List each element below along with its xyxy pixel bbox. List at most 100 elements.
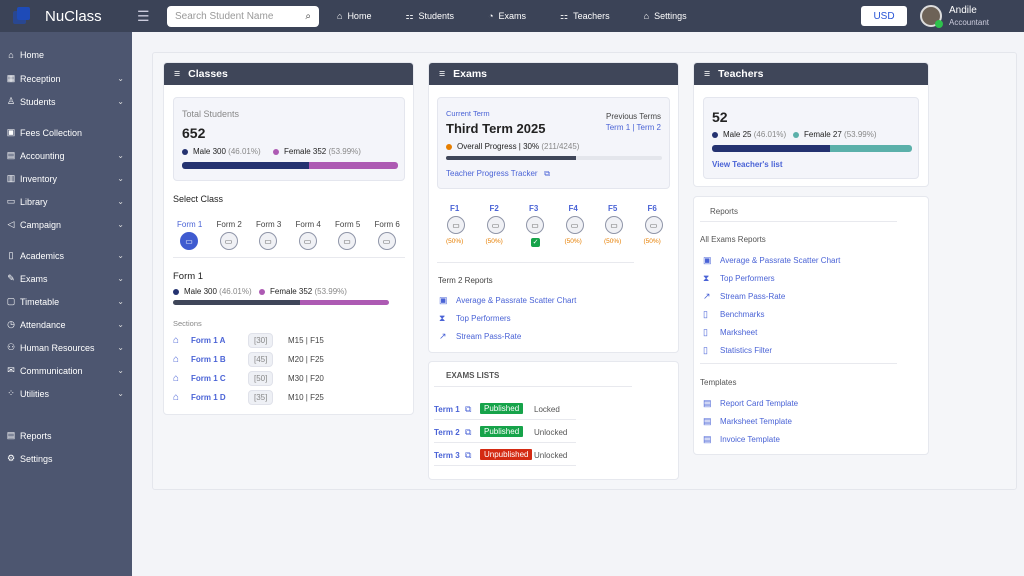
- form-tab-label[interactable]: Form 2: [216, 220, 242, 229]
- previous-terms-link[interactable]: Term 1 | Term 2: [605, 123, 661, 132]
- form-tab-label[interactable]: Form 6: [374, 220, 400, 229]
- folder-icon[interactable]: ▭: [180, 232, 198, 250]
- chevron-down-icon[interactable]: ⌄: [117, 389, 124, 398]
- report-link[interactable]: Average & Passrate Scatter Chart: [456, 296, 577, 305]
- report-link[interactable]: Statistics Filter: [720, 346, 773, 355]
- nav-students[interactable]: ⚏ Students: [405, 10, 455, 22]
- academics-icon: ▯: [8, 250, 14, 260]
- chevron-down-icon[interactable]: ⌄: [117, 297, 124, 306]
- folder-icon[interactable]: ▭: [486, 216, 505, 234]
- form-tab-label[interactable]: Form 1: [177, 220, 203, 229]
- chevron-down-icon[interactable]: ⌄: [117, 174, 124, 183]
- term-link[interactable]: Term 3: [434, 451, 460, 460]
- sidebar-item-exams[interactable]: ✎ Exams ⌄: [7, 273, 124, 284]
- external-link-icon[interactable]: ⧉: [465, 450, 472, 460]
- sidebar-item-reception[interactable]: ▦ Reception ⌄: [6, 73, 124, 84]
- report-link[interactable]: Top Performers: [720, 274, 775, 283]
- sidebar-item-inventory[interactable]: ▥ Inventory ⌄: [6, 173, 124, 184]
- folder-icon[interactable]: ▭: [219, 232, 238, 250]
- teacher-progress-tracker-link[interactable]: Teacher Progress Tracker ⧉: [446, 169, 550, 178]
- section-link[interactable]: Form 1 B: [191, 355, 226, 364]
- section-link[interactable]: Form 1 C: [191, 374, 226, 383]
- folder-icon[interactable]: ▭: [338, 232, 356, 250]
- avatar[interactable]: [920, 5, 943, 28]
- user-name: Andile: [949, 5, 977, 16]
- report-link[interactable]: Benchmarks: [720, 310, 765, 319]
- attendance-icon: ◷: [7, 319, 15, 329]
- gender-bar: [182, 162, 398, 169]
- teacher-gender-bar: [712, 145, 912, 152]
- chevron-down-icon[interactable]: ⌄: [117, 197, 124, 206]
- timetable-icon: ▢: [6, 296, 16, 306]
- status-badge: Published: [480, 403, 524, 414]
- report-link[interactable]: Average & Passrate Scatter Chart: [720, 256, 841, 265]
- form-tab-label[interactable]: Form 4: [295, 220, 321, 229]
- sidebar-item-students[interactable]: ♙ Students ⌄: [6, 96, 124, 107]
- database-icon: ≡: [174, 68, 181, 80]
- sidebar-item-reports[interactable]: ▤ Reports: [6, 430, 52, 441]
- sidebar-item-library[interactable]: ▭ Library ⌄: [6, 196, 124, 207]
- reception-icon: ▦: [6, 73, 16, 83]
- folder-icon[interactable]: ▭: [259, 232, 277, 250]
- external-link-icon[interactable]: ⧉: [465, 404, 472, 414]
- sidebar-item-attendance[interactable]: ◷ Attendance ⌄: [7, 319, 124, 330]
- teachers-card: ≡ Teachers 52 Male 25 (46.01%) Female 27 …: [693, 62, 929, 187]
- report-link[interactable]: Stream Pass-Rate: [456, 332, 522, 341]
- sidebar-item-settings[interactable]: ⚙ Settings: [6, 453, 53, 464]
- chevron-down-icon[interactable]: ⌄: [117, 220, 124, 229]
- sidebar-item-accounting[interactable]: ▤ Accounting ⌄: [6, 150, 124, 161]
- report-link[interactable]: Marksheet: [720, 328, 758, 337]
- chevron-down-icon[interactable]: ⌄: [117, 274, 124, 283]
- report-link[interactable]: Top Performers: [456, 314, 511, 323]
- total-teachers: 52: [712, 109, 728, 125]
- home-icon: ⌂: [173, 354, 180, 365]
- settings-icon: ⌂: [643, 11, 650, 21]
- nav-teachers[interactable]: ⚏ Teachers: [560, 10, 610, 22]
- chevron-down-icon[interactable]: ⌄: [117, 74, 124, 83]
- folder-icon[interactable]: ▭: [605, 216, 623, 234]
- sidebar-item-home[interactable]: ⌂ Home: [6, 50, 130, 60]
- folder-icon[interactable]: ▭: [565, 216, 584, 234]
- term-link[interactable]: Term 1: [434, 405, 460, 414]
- sidebar-item-fees-collection[interactable]: ▣ Fees Collection: [6, 127, 83, 138]
- folder-icon[interactable]: ▭: [298, 232, 317, 250]
- chevron-down-icon[interactable]: ⌄: [117, 251, 124, 260]
- nav-exams[interactable]: ◔ Exams: [488, 11, 527, 21]
- form-tab-label[interactable]: Form 5: [335, 220, 361, 229]
- folder-icon[interactable]: ▭: [644, 216, 663, 234]
- chevron-down-icon[interactable]: ⌄: [117, 320, 124, 329]
- report-link[interactable]: Marksheet Template: [720, 417, 792, 426]
- search-icon[interactable]: ⌕: [305, 10, 311, 22]
- form-tab-label[interactable]: Form 3: [256, 220, 282, 229]
- report-link[interactable]: Invoice Template: [720, 435, 780, 444]
- folder-icon[interactable]: ▭: [526, 216, 544, 234]
- report-link[interactable]: Stream Pass-Rate: [720, 292, 786, 301]
- nav-settings[interactable]: ⌂ Settings: [643, 11, 687, 21]
- currency-button[interactable]: USD: [861, 6, 907, 26]
- sidebar-item-timetable[interactable]: ▢ Timetable ⌄: [6, 296, 124, 307]
- chevron-down-icon[interactable]: ⌄: [117, 343, 124, 352]
- report-link[interactable]: Report Card Template: [720, 399, 799, 408]
- folder-icon[interactable]: ▭: [377, 232, 396, 250]
- sidebar-item-campaign[interactable]: ◁ Campaign ⌄: [7, 219, 124, 230]
- sidebar-item-human-resources[interactable]: ⚇ Human Resources ⌄: [6, 342, 124, 353]
- term-link[interactable]: Term 2: [434, 428, 460, 437]
- classes-card: ≡ Classes Total Students 652 Male 300 (46…: [163, 62, 414, 415]
- sidebar-item-utilities[interactable]: ⁘ Utilities ⌄: [7, 388, 124, 399]
- search-input[interactable]: Search Student Name ⌕: [167, 5, 319, 27]
- sidebar-item-academics[interactable]: ▯ Academics ⌄: [6, 250, 130, 261]
- nav-home[interactable]: ⌂ Home: [337, 11, 372, 21]
- home-icon: ⌂: [337, 11, 343, 21]
- chevron-down-icon[interactable]: ⌄: [117, 366, 124, 375]
- folder-icon[interactable]: ▭: [447, 216, 465, 234]
- chevron-down-icon[interactable]: ⌄: [117, 151, 124, 160]
- lock-status: Unlocked: [534, 451, 568, 460]
- section-link[interactable]: Form 1 A: [191, 336, 226, 345]
- menu-icon[interactable]: ☰: [137, 7, 150, 24]
- sidebar-item-communication[interactable]: ✉ Communication ⌄: [7, 365, 124, 376]
- chevron-down-icon[interactable]: ⌄: [117, 97, 124, 106]
- home-icon: ⌂: [173, 335, 180, 346]
- section-link[interactable]: Form 1 D: [191, 393, 226, 402]
- external-link-icon[interactable]: ⧉: [465, 427, 472, 437]
- view-teachers-link[interactable]: View Teacher's list: [712, 160, 783, 169]
